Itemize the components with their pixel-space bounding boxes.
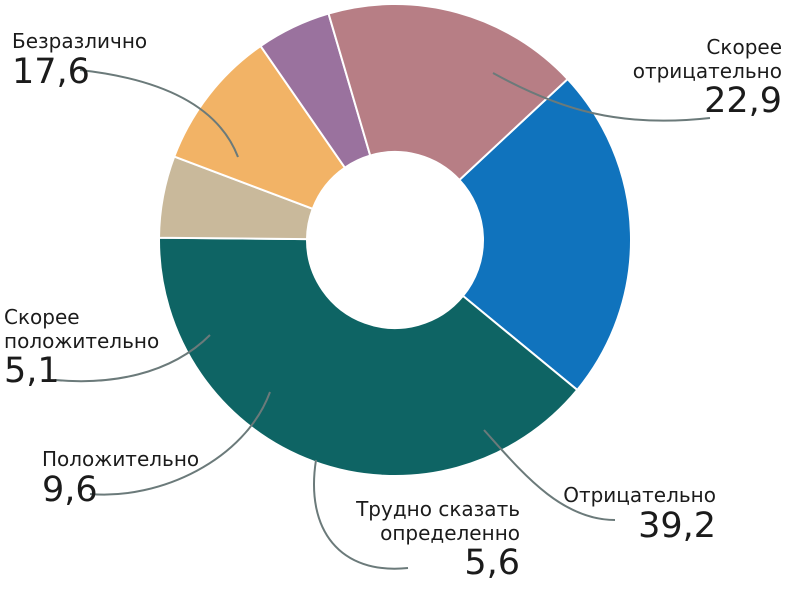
slice-value: 17,6: [12, 51, 90, 92]
slice-label: Трудно сказать: [356, 497, 520, 521]
leader-line-4: [54, 334, 211, 383]
slice-value: 22,9: [704, 81, 782, 122]
slice-label: Безразлично: [12, 29, 148, 53]
slice-label: Отрицательно: [563, 483, 716, 507]
slice-label: положительно: [4, 328, 160, 353]
leader-line-3: [89, 391, 271, 496]
slice-3: [172, 44, 347, 211]
label-polozhitelno: Положительно 9,6: [42, 447, 200, 510]
slice-label: Положительно: [42, 447, 200, 471]
leader-line-0: [492, 72, 711, 122]
slice-label: Скорее: [4, 305, 80, 329]
label-trudno-skazat: Трудно сказать определенно 5,6: [356, 497, 520, 584]
slice-label: определенно: [380, 520, 520, 545]
label-otricatelno: Отрицательно 39,2: [563, 483, 716, 546]
slice-value: 5,6: [464, 543, 520, 584]
slice-label: отрицательно: [632, 58, 782, 83]
label-skoree-otricatelno: Скорее отрицательно 22,9: [632, 35, 782, 122]
leaders-group: [54, 69, 711, 570]
slice-value: 39,2: [638, 505, 716, 546]
slice-label: Скорее: [706, 35, 782, 59]
leader-line-1: [483, 429, 616, 521]
slice-value: 5,1: [4, 351, 60, 392]
leader-line-2: [313, 459, 409, 570]
slice-1: [158, 236, 579, 477]
label-bezrazlichno: Безразлично 17,6: [12, 29, 148, 92]
slice-0: [457, 77, 632, 392]
label-skoree-polozhitelno: Скорее положительно 5,1: [4, 305, 160, 392]
slice-value: 9,6: [42, 469, 98, 510]
leader-line-5: [79, 69, 239, 158]
slices-group: [158, 3, 632, 477]
slice-5: [327, 3, 570, 182]
